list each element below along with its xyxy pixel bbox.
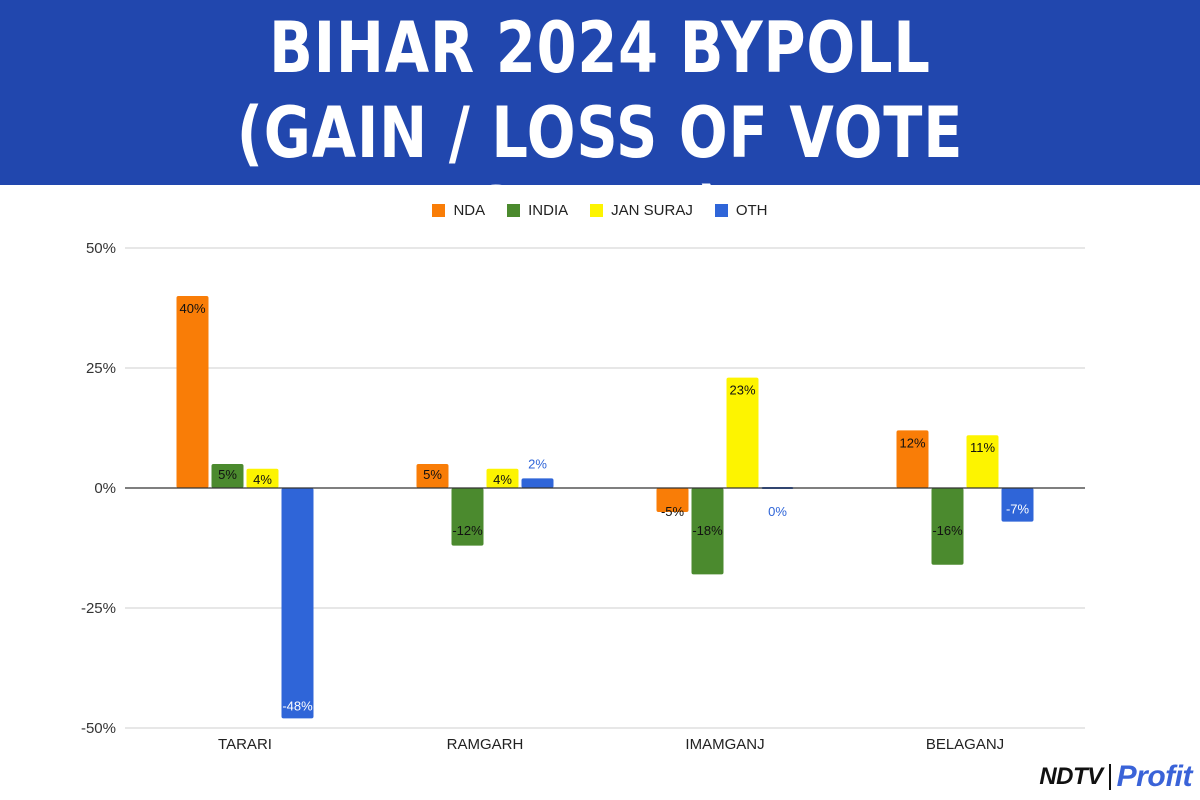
y-tick-label-50: 50% <box>86 240 116 257</box>
legend-item-jan-suraj: JAN SURAJ <box>590 202 693 219</box>
bar-ramgarh-india <box>451 488 484 546</box>
bar-ramgarh-oth <box>521 478 554 488</box>
y-tick-label-25: -25% <box>81 600 116 617</box>
bar-belaganj-oth <box>1001 488 1034 522</box>
data-label-imamganj-nda: -5% <box>661 504 685 519</box>
legend-swatch-nda <box>432 203 446 217</box>
legend-label-oth: OTH <box>735 201 768 219</box>
x-tick-label-ramgarh: RAMGARH <box>447 736 524 753</box>
data-label-tarari-india: 5% <box>218 467 237 482</box>
logo-ndtv-text: NDTV <box>1039 763 1103 790</box>
legend-swatch-jan-suraj <box>590 203 604 217</box>
chart-subtitle: (GAIN / LOSS OF VOTE SHARE) <box>236 92 964 253</box>
x-tick-label-imamganj: IMAMGANJ <box>685 736 764 753</box>
legend-label-nda: NDA <box>453 201 486 219</box>
bar-belaganj-india <box>931 488 964 565</box>
data-label-tarari-jan-suraj: 4% <box>253 472 272 487</box>
bar-belaganj-nda <box>896 430 929 488</box>
x-tick-label-tarari: TARARI <box>218 736 272 753</box>
legend-swatch-oth <box>714 203 728 217</box>
data-label-tarari-nda: 40% <box>179 301 205 316</box>
bar-ramgarh-jan-suraj <box>486 468 519 488</box>
logo-separator <box>1108 764 1111 790</box>
bar-belaganj-jan-suraj <box>966 435 999 488</box>
data-label-ramgarh-india: -12% <box>452 523 483 538</box>
bar-tarari-oth <box>281 488 314 719</box>
bar-tarari-india <box>211 464 244 488</box>
data-label-tarari-oth: -48% <box>282 698 313 713</box>
data-label-ramgarh-jan-suraj: 4% <box>493 472 512 487</box>
data-label-belaganj-nda: 12% <box>899 435 925 450</box>
bar-tarari-jan-suraj <box>246 468 279 488</box>
legend-label-india: INDIA <box>528 201 569 219</box>
data-label-belaganj-jan-suraj: 11% <box>970 440 995 455</box>
data-label-belaganj-india: -16% <box>932 523 963 538</box>
bar-imamganj-jan-suraj <box>726 377 759 488</box>
chart-title: BIHAR 2024 BYPOLL <box>269 7 931 89</box>
legend-swatch-india <box>507 203 521 217</box>
legend: NDA INDIA JAN SURAJ OTH <box>0 199 1200 221</box>
y-tick-label-0: 0% <box>94 480 116 497</box>
data-label-ramgarh-oth: 2% <box>528 456 547 471</box>
bar-tarari-nda <box>176 296 209 488</box>
data-label-imamganj-oth: 0% <box>768 504 787 519</box>
data-label-ramgarh-nda: 5% <box>423 467 442 482</box>
legend-item-india: INDIA <box>507 202 568 219</box>
x-tick-label-belaganj: BELAGANJ <box>926 736 1004 753</box>
title-banner: BIHAR 2024 BYPOLL (GAIN / LOSS OF VOTE S… <box>0 0 1200 253</box>
bar-imamganj-india <box>691 488 724 575</box>
y-tick-label-25: 25% <box>86 360 116 377</box>
bar-imamganj-nda <box>656 488 689 512</box>
data-label-imamganj-jan-suraj: 23% <box>729 383 755 398</box>
data-label-belaganj-oth: -7% <box>1006 502 1030 517</box>
y-tick-label-50: -50% <box>81 720 116 737</box>
ndtv-profit-logo: NDTV Profit <box>1039 760 1192 794</box>
legend-item-nda: NDA <box>432 202 485 219</box>
bar-ramgarh-nda <box>416 464 449 488</box>
logo-profit-text: Profit <box>1116 760 1193 793</box>
legend-label-jan-suraj: JAN SURAJ <box>611 201 693 219</box>
data-label-imamganj-india: -18% <box>692 523 723 538</box>
legend-item-oth: OTH <box>714 201 768 219</box>
